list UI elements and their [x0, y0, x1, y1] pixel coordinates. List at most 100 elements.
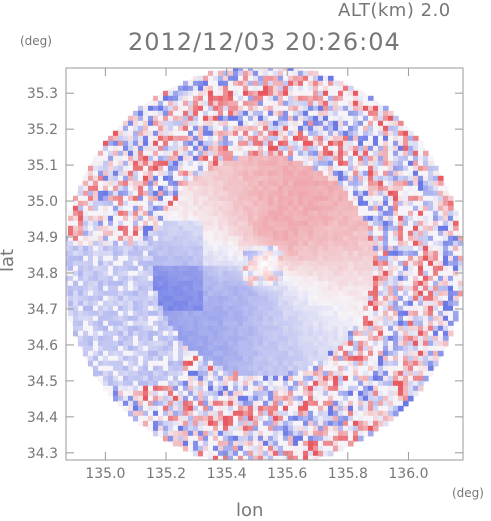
radar-cell: [232, 435, 239, 442]
radar-cell: [172, 215, 179, 222]
radar-cell: [142, 285, 149, 292]
radar-cell: [322, 275, 329, 282]
radar-cell: [252, 295, 259, 302]
radar-cell: [287, 145, 294, 152]
radar-cell: [272, 170, 279, 177]
radar-cell: [172, 370, 179, 377]
radar-cell: [287, 280, 294, 287]
radar-cell: [332, 115, 339, 122]
radar-cell: [142, 295, 149, 302]
radar-cell: [162, 115, 169, 122]
radar-cell: [197, 280, 204, 287]
radar-cell: [237, 135, 244, 142]
radar-cell: [252, 145, 259, 152]
radar-cell: [172, 135, 179, 142]
radar-cell: [317, 135, 324, 142]
radar-cell: [237, 390, 244, 397]
radar-cell: [242, 70, 249, 77]
radar-cell: [362, 390, 369, 397]
radar-cell: [177, 190, 184, 197]
radar-cell: [392, 160, 399, 167]
radar-cell: [402, 385, 409, 392]
radar-cell: [432, 320, 439, 327]
radar-cell: [177, 305, 184, 312]
radar-cell: [67, 230, 74, 237]
radar-cell: [92, 345, 99, 352]
radar-cell: [337, 250, 344, 257]
radar-cell: [122, 345, 129, 352]
radar-cell: [262, 125, 269, 132]
radar-cell: [282, 120, 289, 127]
radar-cell: [367, 270, 374, 277]
radar-cell: [222, 430, 229, 437]
radar-cell: [417, 365, 424, 372]
radar-cell: [402, 200, 409, 207]
radar-cell: [282, 165, 289, 172]
radar-cell: [387, 200, 394, 207]
radar-cell: [177, 320, 184, 327]
radar-cell: [262, 395, 269, 402]
radar-cell: [382, 300, 389, 307]
radar-cell: [287, 405, 294, 412]
radar-cell: [377, 180, 384, 187]
radar-cell: [257, 385, 264, 392]
radar-cell: [112, 150, 119, 157]
radar-cell: [137, 310, 144, 317]
radar-cell: [92, 355, 99, 362]
radar-cell: [87, 325, 94, 332]
radar-cell: [192, 145, 199, 152]
radar-cell: [302, 445, 309, 452]
radar-cell: [387, 345, 394, 352]
radar-cell: [427, 180, 434, 187]
radar-cell: [262, 315, 269, 322]
radar-cell: [217, 440, 224, 447]
radar-cell: [257, 335, 264, 342]
radar-cell: [267, 145, 274, 152]
radar-cell: [242, 290, 249, 297]
radar-cell: [182, 145, 189, 152]
radar-cell: [367, 245, 374, 252]
radar-cell: [367, 335, 374, 342]
radar-cell: [187, 255, 194, 262]
radar-cell: [452, 290, 459, 297]
radar-cell: [82, 225, 89, 232]
radar-cell: [437, 200, 444, 207]
radar-cell: [307, 85, 314, 92]
radar-cell: [307, 80, 314, 87]
radar-cell: [427, 245, 434, 252]
radar-cell: [297, 70, 304, 77]
radar-cell: [207, 85, 214, 92]
radar-cell: [127, 170, 134, 177]
radar-cell: [127, 365, 134, 372]
radar-cell: [242, 425, 249, 432]
radar-cell: [202, 125, 209, 132]
radar-cell: [437, 260, 444, 267]
radar-cell: [337, 215, 344, 222]
radar-cell: [307, 395, 314, 402]
radar-cell: [242, 345, 249, 352]
radar-cell: [122, 375, 129, 382]
radar-cell: [322, 375, 329, 382]
radar-cell: [402, 380, 409, 387]
radar-cell: [247, 200, 254, 207]
radar-cell: [362, 225, 369, 232]
radar-cell: [382, 400, 389, 407]
radar-cell: [372, 185, 379, 192]
radar-cell: [322, 185, 329, 192]
radar-cell: [432, 180, 439, 187]
radar-cell: [142, 235, 149, 242]
radar-cell: [157, 95, 164, 102]
radar-cell: [337, 255, 344, 262]
radar-cell: [237, 100, 244, 107]
radar-cell: [147, 310, 154, 317]
radar-cell: [242, 75, 249, 82]
radar-cell: [427, 310, 434, 317]
radar-cell: [197, 395, 204, 402]
radar-cell: [67, 210, 74, 217]
radar-cell: [402, 295, 409, 302]
radar-cell: [342, 135, 349, 142]
radar-cell: [257, 105, 264, 112]
radar-cell: [87, 245, 94, 252]
radar-cell: [257, 120, 264, 127]
radar-cell: [317, 295, 324, 302]
